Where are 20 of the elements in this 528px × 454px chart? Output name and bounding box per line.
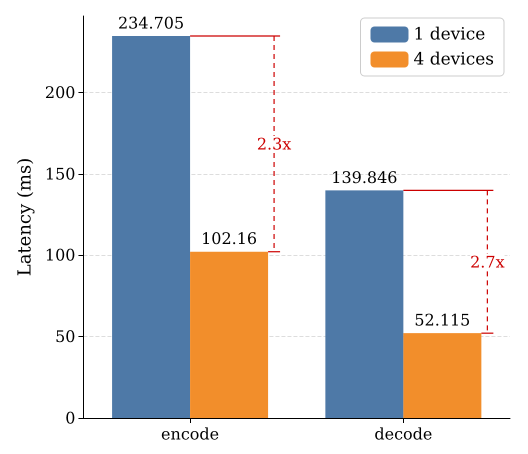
y-axis-title: Latency (ms) [14,158,36,276]
y-tick-label: 150 [44,164,76,184]
bar [190,252,268,418]
data-label: 52.115 [414,310,470,330]
data-label: 102.16 [201,229,258,248]
legend-label: 4 devices [413,50,494,70]
data-label: 139.846 [331,168,398,187]
bar [403,333,482,418]
x-tick-label: encode [161,424,220,444]
y-tick-label: 100 [44,246,76,265]
annotation: 2.7x [470,252,505,272]
y-tick-label: 200 [44,82,76,102]
legend-label: 1 device [413,24,486,44]
y-tick-label: 0 [65,408,76,428]
y-tick-label: 50 [55,327,76,346]
bar [325,190,404,418]
x-tick-label: decode [374,424,432,444]
bar [112,36,190,418]
annotation: 2.3x [256,134,292,154]
data-label: 234.705 [118,14,184,33]
